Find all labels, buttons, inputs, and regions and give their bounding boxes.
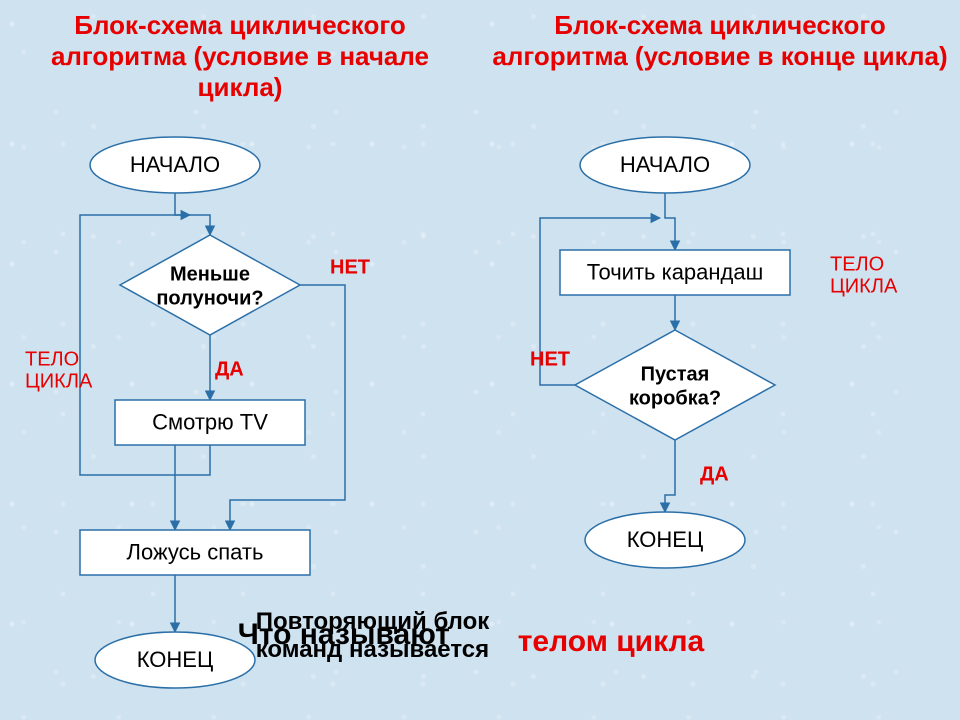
left-label-yes: ДА — [215, 358, 244, 380]
right-node-cond-label1: Пустая — [641, 363, 710, 385]
left-label-no: НЕТ — [330, 256, 370, 278]
right-label-body-1: ТЕЛО — [830, 253, 884, 275]
right-node-cond-label2: коробка? — [629, 387, 721, 409]
left-node-cond-label2: полуночи? — [156, 287, 263, 309]
right-label-body-2: ЦИКЛА — [830, 275, 898, 297]
left-node-start-label: НАЧАЛО — [130, 152, 220, 177]
left-node-body-label: Смотрю TV — [152, 409, 268, 434]
footer-overlap: Что называют — [238, 618, 450, 652]
right-label-no: НЕТ — [530, 348, 570, 370]
footer-text: Повторяющий блок команд называется Что н… — [0, 608, 960, 663]
left-node-cond-label1: Меньше — [170, 263, 250, 285]
right-node-body-label: Точить карандаш — [587, 259, 764, 284]
right-node-end-label: КОНЕЦ — [627, 527, 704, 552]
right-node-start-label: НАЧАЛО — [620, 152, 710, 177]
right-edge-0 — [665, 193, 675, 250]
left-edge-0 — [175, 193, 210, 235]
right-label-yes: ДА — [700, 463, 729, 485]
left-label-body-1: ТЕЛО — [25, 348, 79, 370]
footer-red: телом цикла — [518, 625, 705, 658]
left-label-body-2: ЦИКЛА — [25, 370, 93, 392]
right-edge-3 — [665, 440, 675, 512]
left-node-after-label: Ложусь спать — [127, 539, 264, 564]
